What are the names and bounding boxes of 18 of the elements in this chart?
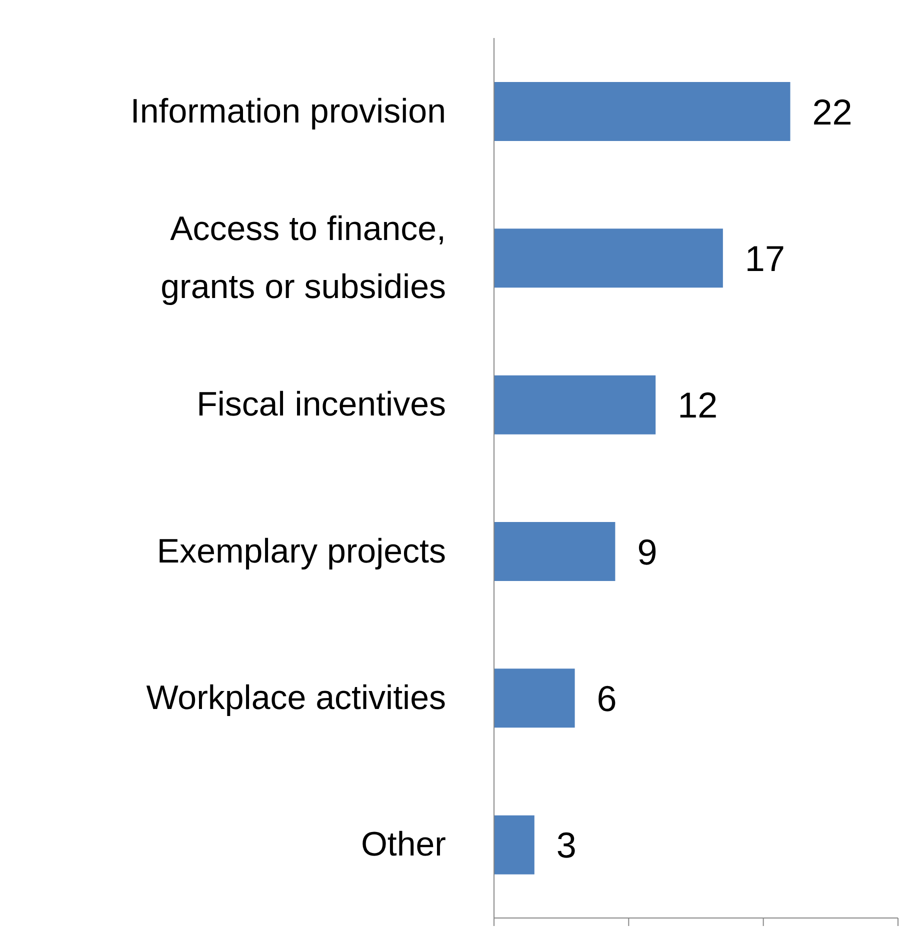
bar	[494, 522, 616, 581]
y-tick-label: Workplace activities	[146, 679, 446, 717]
bar	[494, 668, 575, 728]
data-label: 22	[812, 91, 852, 132]
y-tick-label: Other	[360, 826, 446, 864]
bar	[494, 375, 656, 434]
y-tick-label: Fiscal incentives	[196, 386, 446, 424]
bar	[494, 228, 723, 288]
data-label: 9	[637, 531, 658, 572]
data-label: 3	[556, 824, 576, 866]
data-label: 12	[678, 384, 718, 426]
y-tick-label: Information provision	[130, 92, 446, 130]
y-tick-label: Access to finance, grants or subsidies	[160, 210, 446, 306]
bar	[494, 82, 790, 141]
bar	[494, 815, 534, 874]
y-tick-label: Exemplary projects	[156, 532, 446, 570]
data-label: 6	[596, 678, 617, 719]
data-label: 17	[744, 238, 785, 279]
